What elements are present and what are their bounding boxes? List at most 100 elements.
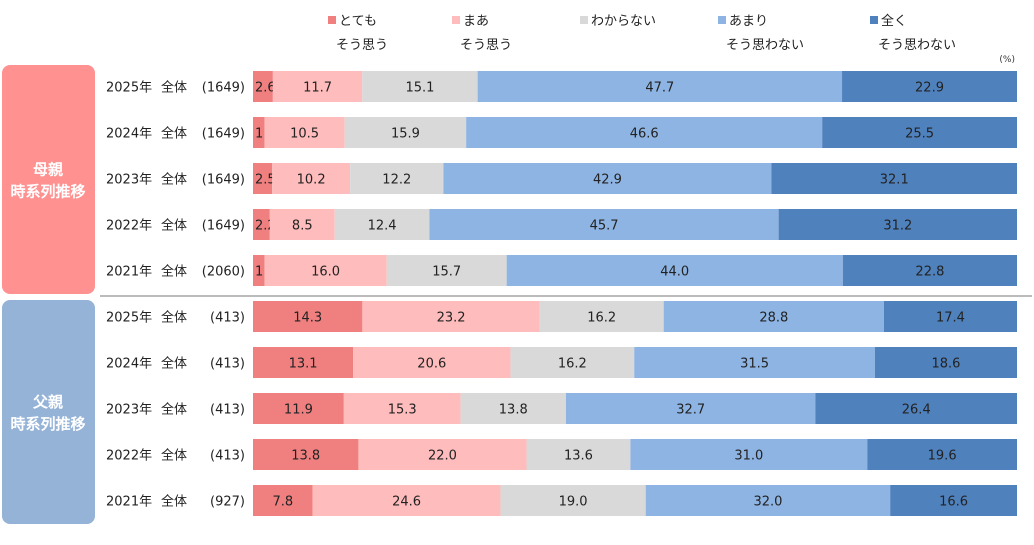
bar-segment [312,485,501,516]
bar-value-label: 47.7 [645,81,674,96]
bar-value-label: 17.4 [936,311,965,326]
bar-segment [645,485,891,516]
bar-segment [460,393,566,424]
group-sublabel-0: 時系列推移 [10,183,85,201]
bar-value-label: 16.2 [558,357,587,372]
row-sample-size: (413) [210,403,245,418]
bar-value-label: 19.0 [559,495,588,510]
bar-segment [565,393,816,424]
row-year-label: 2021年 [106,495,152,510]
bar-row: 2025年 全体 (413) 14.3 23.2 16.2 28.8 17.4 [106,301,1017,332]
row-year-label: 2025年 [106,311,152,326]
bar-segment [253,301,363,332]
bar-value-label: 2.5 [255,173,276,188]
row-year-label: 2024年 [106,357,152,372]
bar-segment [253,209,270,240]
row-year-label: 2023年 [106,403,152,418]
bar-segment [883,301,1017,332]
bar-segment [815,393,1017,424]
bar-segment [771,163,1017,194]
legend-swatch-4 [870,16,878,24]
row-sample-size: (927) [210,495,245,510]
legend-swatch-0 [328,16,336,24]
bar-segment [500,485,646,516]
legend-label-3: あまり [729,14,768,29]
bar-value-label: 46.6 [630,127,659,142]
bar-value-label: 31.0 [734,449,763,464]
row-segment-label: 全体 [161,356,187,372]
bar-segment [634,347,875,378]
bar-segment [353,347,511,378]
legend-label-0: とても [339,14,377,29]
bar-value-label: 8.5 [292,219,313,234]
bar-segment [466,117,823,148]
bar-segment [842,71,1017,102]
bar-segment [443,163,772,194]
bar-value-label: 18.6 [931,357,960,372]
bar-segment [386,255,507,286]
bar-row: 2022年 全体 (1649) 2.2 8.5 12.4 45.7 31.2 [106,209,1017,240]
row-year-label: 2022年 [106,219,152,234]
bar-segment [429,209,779,240]
bar-row: 2024年 全体 (413) 13.1 20.6 16.2 31.5 18.6 [106,347,1017,378]
bar-segment [842,255,1017,286]
unit-label: (%) [999,55,1015,65]
legend-sublabel-1: そう思う [460,38,512,53]
bar-value-label: 15.7 [432,265,461,280]
bar-segment [358,439,527,470]
row-segment-label: 全体 [161,218,187,234]
bar-segment [253,439,359,470]
bar-segment [510,347,635,378]
bar-value-label: 44.0 [660,265,689,280]
bar-value-label: 14.3 [293,311,322,326]
bar-value-label: 31.5 [740,357,769,372]
bar-segment [264,117,345,148]
bar-segment [630,439,868,470]
bar-segment [890,485,1017,516]
legend-sublabel-3: そう思わない [726,38,804,53]
bar-value-label: 11.7 [303,81,332,96]
row-sample-size: (413) [210,357,245,372]
bar-segment [264,255,387,286]
bar-value-label: 13.1 [289,357,318,372]
bar-segment [269,209,335,240]
bar-segment [253,255,265,286]
bar-segment [874,347,1017,378]
legend-label-1: まあ [463,14,489,29]
bar-value-label: 15.1 [405,81,434,96]
bar-segment [362,71,478,102]
bar-value-label: 13.6 [564,449,593,464]
row-year-label: 2024年 [106,127,152,142]
bar-segment [272,71,363,102]
bar-value-label: 13.8 [291,449,320,464]
bar-segment [822,117,1017,148]
row-sample-size: (1649) [202,173,245,188]
bar-row: 2023年 全体 (1649) 2.5 10.2 12.2 42.9 32.1 [106,163,1017,194]
row-segment-label: 全体 [161,172,187,188]
legend-swatch-3 [718,16,726,24]
bar-segment [272,163,351,194]
bar-segment [539,301,664,332]
row-segment-label: 全体 [161,126,187,142]
bar-segment [253,71,273,102]
bar-value-label: 26.4 [902,403,931,418]
bar-value-label: 25.5 [905,127,934,142]
row-year-label: 2025年 [106,81,152,96]
group-label-1: 父親 [32,393,63,411]
bar-value-label: 22.8 [915,265,944,280]
bar-value-label: 20.6 [417,357,446,372]
legend-swatch-1 [452,16,460,24]
bar-value-label: 19.6 [928,449,957,464]
bar-row: 2022年 全体 (413) 13.8 22.0 13.6 31.0 19.6 [106,439,1017,470]
bar-value-label: 10.2 [297,173,326,188]
row-segment-label: 全体 [161,310,187,326]
bar-segment [253,485,313,516]
bar-value-label: 10.5 [290,127,319,142]
bar-value-label: 24.6 [392,495,421,510]
row-segment-label: 全体 [161,494,187,510]
